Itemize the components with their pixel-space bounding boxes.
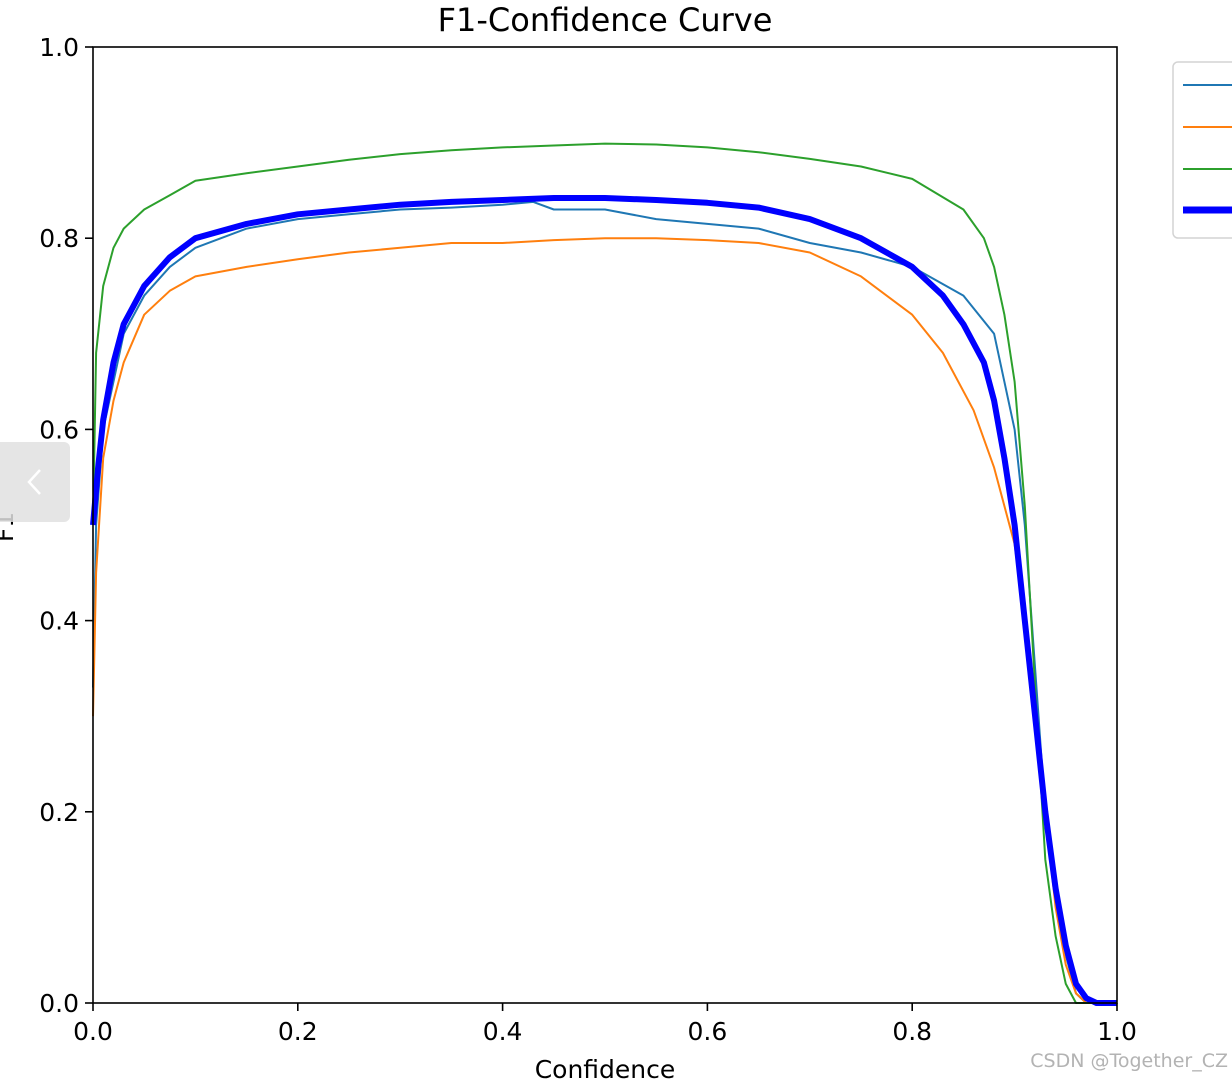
x-tick-label: 1.0 — [1097, 1017, 1137, 1046]
previous-image-button[interactable] — [0, 442, 70, 522]
x-tick-label: 0.8 — [892, 1017, 932, 1046]
series-line-3 — [92, 142, 1117, 1004]
plot-frame — [92, 46, 1118, 1004]
x-axis-label: Confidence — [535, 1055, 676, 1080]
watermark-text: CSDN @Together_CZ — [1030, 1050, 1228, 1072]
series-line-2 — [92, 237, 1117, 1004]
legend-box — [1172, 61, 1232, 239]
y-tick-label: 1.0 — [39, 33, 79, 62]
y-axis: 0.0 0.2 0.4 0.6 0.8 1.0 — [39, 33, 93, 1018]
x-tick-label: 0.4 — [483, 1017, 523, 1046]
x-tick-label: 0.6 — [688, 1017, 728, 1046]
plot-area — [90, 142, 1117, 1006]
legend — [1172, 61, 1232, 239]
y-tick-label: 0.8 — [39, 224, 79, 253]
y-tick-label: 0.6 — [39, 415, 79, 444]
chevron-left-icon — [27, 469, 41, 495]
series-line-4 — [90, 195, 1117, 1006]
y-tick-label: 0.0 — [39, 989, 79, 1018]
y-tick-label: 0.4 — [39, 607, 79, 636]
x-tick-label: 0.2 — [278, 1017, 318, 1046]
chart-title: F1-Confidence Curve — [438, 1, 773, 39]
x-tick-label: 0.0 — [73, 1017, 113, 1046]
x-axis: 0.0 0.2 0.4 0.6 0.8 1.0 — [73, 1003, 1137, 1046]
y-tick-label: 0.2 — [39, 798, 79, 827]
